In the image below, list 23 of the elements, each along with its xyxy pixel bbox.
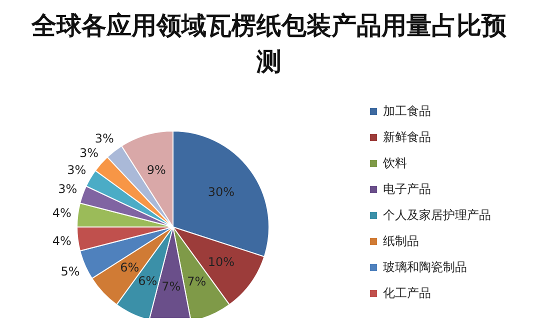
data-label: 30% <box>208 185 234 200</box>
legend-label: 饮料 <box>383 154 407 172</box>
data-label: 7% <box>162 279 181 294</box>
data-label: 7% <box>187 274 206 289</box>
data-label: 4% <box>52 206 72 220</box>
data-label: 3% <box>79 146 99 160</box>
data-label: 9% <box>146 162 166 177</box>
data-label: 6% <box>138 274 158 288</box>
data-label: 3% <box>58 182 78 196</box>
data-label: 6% <box>120 260 140 275</box>
legend-label: 电子产品 <box>383 180 431 198</box>
legend-label: 玻璃和陶瓷制品 <box>383 258 467 276</box>
data-label: 5% <box>60 264 80 278</box>
legend-label: 加工食品 <box>383 102 431 120</box>
chart-title: 全球各应用领域瓦楞纸包装产品用量占比预测 <box>30 10 508 78</box>
legend-label: 化工产品 <box>383 284 431 302</box>
data-label: 4% <box>52 234 72 248</box>
legend-label: 纸制品 <box>383 232 419 250</box>
data-label: 3% <box>67 162 86 177</box>
legend-label: 新鲜食品 <box>383 128 431 146</box>
data-label: 10% <box>208 254 234 269</box>
legend-label: 个人及家居护理产品 <box>383 206 491 224</box>
data-label: 3% <box>94 132 114 146</box>
